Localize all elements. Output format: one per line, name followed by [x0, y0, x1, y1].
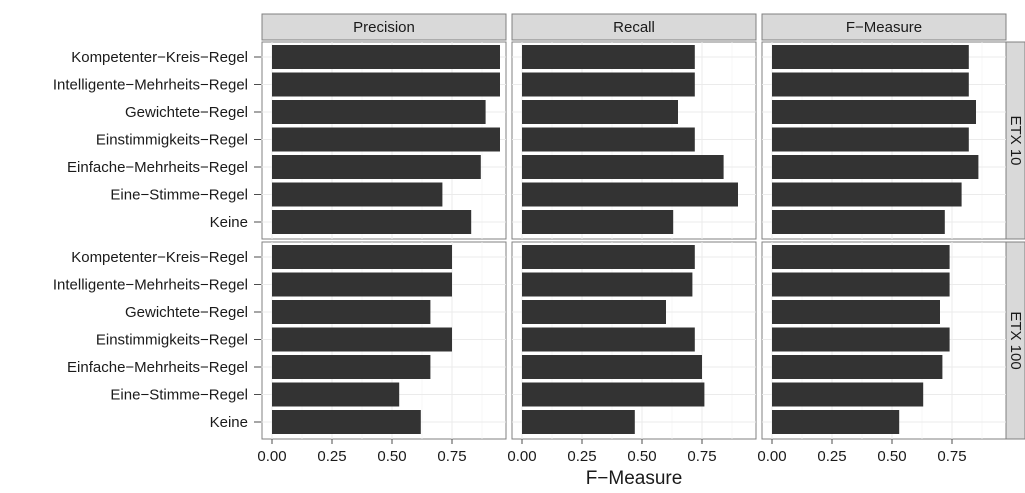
x-tick-label: 0.00 — [507, 448, 536, 465]
y-tick-label: Einfache−Mehrheits−Regel — [67, 359, 248, 376]
y-tick-label: Keine — [210, 414, 248, 431]
bar — [272, 45, 500, 69]
y-tick-label: Gewichtete−Regel — [125, 304, 248, 321]
panel — [261, 41, 507, 240]
x-tick-label: 0.00 — [257, 448, 286, 465]
bar — [522, 327, 695, 352]
column-strip — [511, 13, 757, 41]
bar — [272, 272, 452, 297]
bar — [772, 127, 969, 152]
y-tick-label: Einstimmigkeits−Regel — [96, 332, 248, 349]
column-strip-label: Recall — [613, 19, 655, 36]
panel — [761, 241, 1007, 440]
panel — [511, 41, 757, 240]
bar — [272, 355, 431, 379]
x-tick-label: 0.75 — [687, 448, 716, 465]
x-tick-label: 0.25 — [817, 448, 846, 465]
panel — [511, 241, 757, 440]
row-strip-label: ETX 10 — [1007, 115, 1024, 165]
y-tick-label: Eine−Stimme−Regel — [110, 187, 248, 204]
bar — [272, 155, 481, 179]
bar — [272, 300, 431, 324]
x-tick-label: 0.00 — [757, 448, 786, 465]
bar — [772, 272, 950, 297]
bar — [272, 410, 421, 434]
bar — [772, 327, 950, 352]
x-tick-label: 0.50 — [377, 448, 406, 465]
bar — [772, 382, 924, 407]
x-tick-label: 0.75 — [937, 448, 966, 465]
x-tick-label: 0.50 — [627, 448, 656, 465]
bar — [772, 45, 969, 69]
bar — [522, 272, 693, 297]
bar — [272, 100, 486, 124]
bar — [272, 127, 500, 152]
bar — [522, 355, 702, 379]
y-tick-label: Gewichtete−Regel — [125, 104, 248, 121]
bar — [522, 382, 705, 407]
bar — [272, 210, 472, 234]
x-axis-title: F−Measure — [586, 468, 683, 488]
y-tick-label: Eine−Stimme−Regel — [110, 387, 248, 404]
bar — [522, 410, 635, 434]
bar — [772, 355, 943, 379]
bar — [272, 245, 452, 269]
panel — [761, 41, 1007, 240]
bar — [522, 210, 674, 234]
y-tick-label: Kompetenter−Kreis−Regel — [71, 249, 248, 266]
x-tick-label: 0.25 — [317, 448, 346, 465]
bar — [522, 300, 666, 324]
bar — [272, 382, 400, 407]
y-tick-label: Kompetenter−Kreis−Regel — [71, 49, 248, 66]
bar — [522, 127, 695, 152]
bar — [272, 72, 500, 97]
bar — [272, 182, 443, 207]
bar — [522, 155, 724, 179]
y-tick-label: Intelligente−Mehrheits−Regel — [53, 77, 248, 94]
row-strip-label: ETX 100 — [1007, 311, 1024, 369]
column-strip-label: Precision — [353, 19, 415, 36]
bar — [772, 210, 945, 234]
y-tick-label: Einstimmigkeits−Regel — [96, 132, 248, 149]
bar — [522, 72, 695, 97]
bar — [772, 300, 940, 324]
x-tick-label: 0.50 — [877, 448, 906, 465]
x-tick-label: 0.25 — [567, 448, 596, 465]
y-tick-label: Intelligente−Mehrheits−Regel — [53, 277, 248, 294]
bar — [772, 72, 969, 97]
column-strip — [761, 13, 1007, 41]
bar — [772, 155, 979, 179]
bar — [272, 327, 452, 352]
panel — [261, 241, 507, 440]
bar — [522, 45, 695, 69]
bar — [772, 182, 962, 207]
column-strip — [261, 13, 507, 41]
x-tick-label: 0.75 — [437, 448, 466, 465]
bar — [772, 245, 950, 269]
bar — [772, 410, 900, 434]
column-strip-label: F−Measure — [846, 19, 922, 36]
bar — [522, 182, 738, 207]
y-tick-label: Einfache−Mehrheits−Regel — [67, 159, 248, 176]
bar — [772, 100, 976, 124]
y-tick-label: Keine — [210, 214, 248, 231]
bar — [522, 100, 678, 124]
bar — [522, 245, 695, 269]
